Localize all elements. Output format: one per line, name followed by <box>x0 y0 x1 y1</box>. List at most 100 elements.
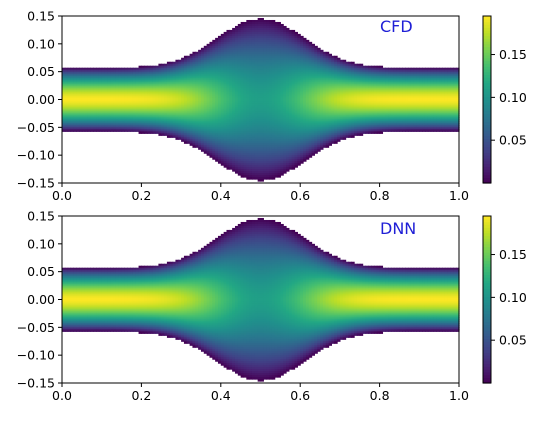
heatmap-cell <box>152 107 157 111</box>
heatmap-cell <box>237 139 242 142</box>
heatmap-cell <box>243 113 247 117</box>
heatmap-cell <box>96 117 100 120</box>
heatmap-cell <box>70 129 74 132</box>
heatmap-cell <box>161 131 165 134</box>
heatmap-cell <box>229 85 233 89</box>
heatmap-cell <box>263 109 267 113</box>
heatmap-cell <box>212 129 216 132</box>
heatmap-cell <box>121 95 125 99</box>
heatmap-cell <box>79 93 83 97</box>
heatmap-cell <box>240 145 245 148</box>
heatmap-cell <box>181 101 185 105</box>
heatmap-cell <box>147 89 151 93</box>
heatmap-cell <box>101 85 106 89</box>
heatmap-cell <box>135 103 140 107</box>
heatmap-cell <box>189 89 194 93</box>
heatmap-cell <box>283 59 287 63</box>
heatmap-cell <box>254 115 259 118</box>
heatmap-cell <box>200 65 205 69</box>
heatmap-cell <box>251 129 256 132</box>
heatmap-cell <box>237 103 242 107</box>
heatmap-cell <box>240 95 245 99</box>
heatmap-cell <box>260 157 264 160</box>
heatmap-cell <box>291 129 296 132</box>
heatmap-cell <box>274 147 279 150</box>
heatmap-cell <box>237 141 242 144</box>
heatmap-cell <box>240 55 245 59</box>
heatmap-cell <box>283 99 287 103</box>
heatmap-cell <box>110 105 114 109</box>
heatmap-cell <box>67 81 72 85</box>
heatmap-cell <box>257 85 262 89</box>
heatmap-cell <box>223 45 228 49</box>
heatmap-cell <box>294 71 298 75</box>
heatmap-cell <box>260 75 264 79</box>
heatmap-cell <box>209 115 213 118</box>
heatmap-cell <box>203 87 208 91</box>
heatmap-cell <box>271 129 276 132</box>
heatmap-cell <box>251 105 256 109</box>
heatmap-cell <box>90 85 94 89</box>
heatmap-cell <box>124 69 128 73</box>
heatmap-cell <box>209 101 213 105</box>
heatmap-cell <box>266 119 270 122</box>
heatmap-cell <box>303 51 307 55</box>
heatmap-cell <box>240 49 245 53</box>
heatmap-cell <box>269 103 273 107</box>
heatmap-cell <box>305 43 310 47</box>
heatmap-cell <box>251 21 256 25</box>
heatmap-cell <box>200 149 205 152</box>
heatmap-cell <box>73 93 77 97</box>
heatmap-cell <box>229 99 233 103</box>
heatmap-cell <box>311 91 315 95</box>
heatmap-cell <box>121 71 125 75</box>
heatmap-cell <box>243 73 247 77</box>
heatmap-cell <box>149 65 154 69</box>
heatmap-cell <box>212 123 216 126</box>
heatmap-cell <box>200 109 205 113</box>
heatmap-cell <box>155 109 160 113</box>
heatmap-cell <box>240 83 245 87</box>
heatmap-cell <box>98 121 103 124</box>
heatmap-cell <box>212 47 216 51</box>
heatmap-cell <box>178 115 182 118</box>
heatmap-cell <box>198 137 202 140</box>
heatmap-cell <box>243 151 247 154</box>
heatmap-cell <box>226 73 230 77</box>
heatmap-cell <box>93 101 97 105</box>
heatmap-cell <box>311 119 315 122</box>
heatmap-cell <box>246 155 250 158</box>
heatmap-cell <box>220 63 225 67</box>
heatmap-cell <box>291 79 296 83</box>
heatmap-cell <box>223 59 228 63</box>
heatmap-cell <box>283 139 287 142</box>
heatmap-cell <box>84 77 89 81</box>
heatmap-cell <box>280 81 284 85</box>
heatmap-cell <box>263 105 267 109</box>
heatmap-cell <box>144 97 148 101</box>
heatmap-cell <box>212 117 216 120</box>
heatmap-cell <box>240 63 245 67</box>
heatmap-cell <box>149 87 154 91</box>
heatmap-cell <box>249 153 253 156</box>
heatmap-cell <box>226 163 230 166</box>
heatmap-cell <box>263 143 267 146</box>
heatmap-cell <box>232 161 236 164</box>
heatmap-cell <box>288 149 293 152</box>
heatmap-cell <box>320 133 324 136</box>
heatmap-cell <box>320 65 324 69</box>
heatmap-cell <box>277 113 281 117</box>
heatmap-cell <box>297 93 301 97</box>
heatmap-cell <box>240 35 245 39</box>
heatmap-cell <box>172 99 177 103</box>
heatmap-cell <box>217 81 222 85</box>
heatmap-cell <box>271 111 276 115</box>
heatmap-cell <box>277 117 281 120</box>
heatmap-cell <box>101 69 106 73</box>
heatmap-cell <box>209 45 213 49</box>
heatmap-cell <box>303 131 307 134</box>
heatmap-cell <box>124 121 128 124</box>
heatmap-cell <box>203 47 208 51</box>
heatmap-cell <box>223 101 228 105</box>
heatmap-cell <box>110 83 114 87</box>
